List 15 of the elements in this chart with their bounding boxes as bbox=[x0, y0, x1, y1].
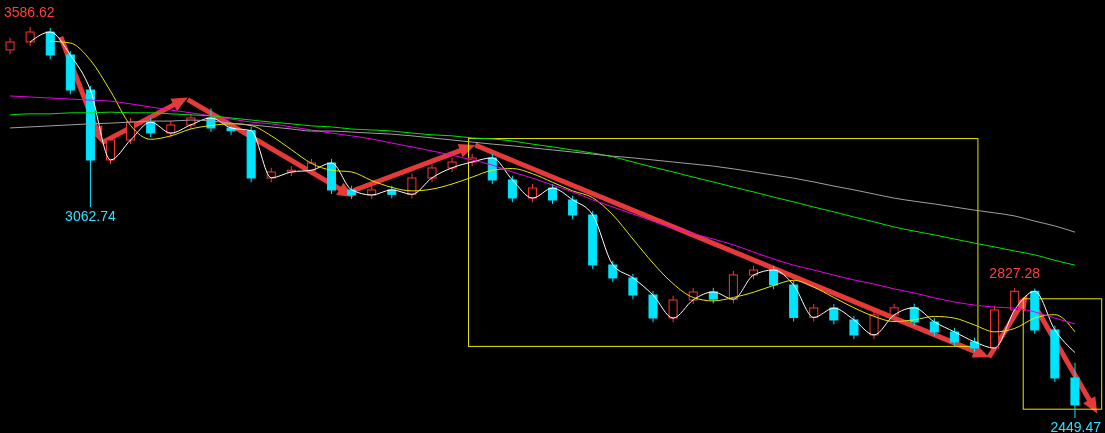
candlestick bbox=[668, 295, 678, 323]
candlestick bbox=[1070, 362, 1080, 419]
annotation: 3062.74 bbox=[65, 208, 116, 225]
candlestick bbox=[427, 163, 437, 183]
candlestick bbox=[628, 273, 638, 300]
candlestick bbox=[5, 37, 15, 55]
annotation: 2449.47 bbox=[1050, 419, 1102, 433]
annotation: 2827.28 bbox=[989, 265, 1041, 282]
candlestick bbox=[25, 26, 35, 47]
candlestick bbox=[889, 303, 899, 320]
candlestick bbox=[849, 315, 859, 340]
annotation: 3586.62 bbox=[4, 3, 55, 20]
candlestick bbox=[1050, 325, 1060, 383]
candlestick bbox=[648, 290, 658, 323]
candlestick bbox=[407, 173, 417, 199]
